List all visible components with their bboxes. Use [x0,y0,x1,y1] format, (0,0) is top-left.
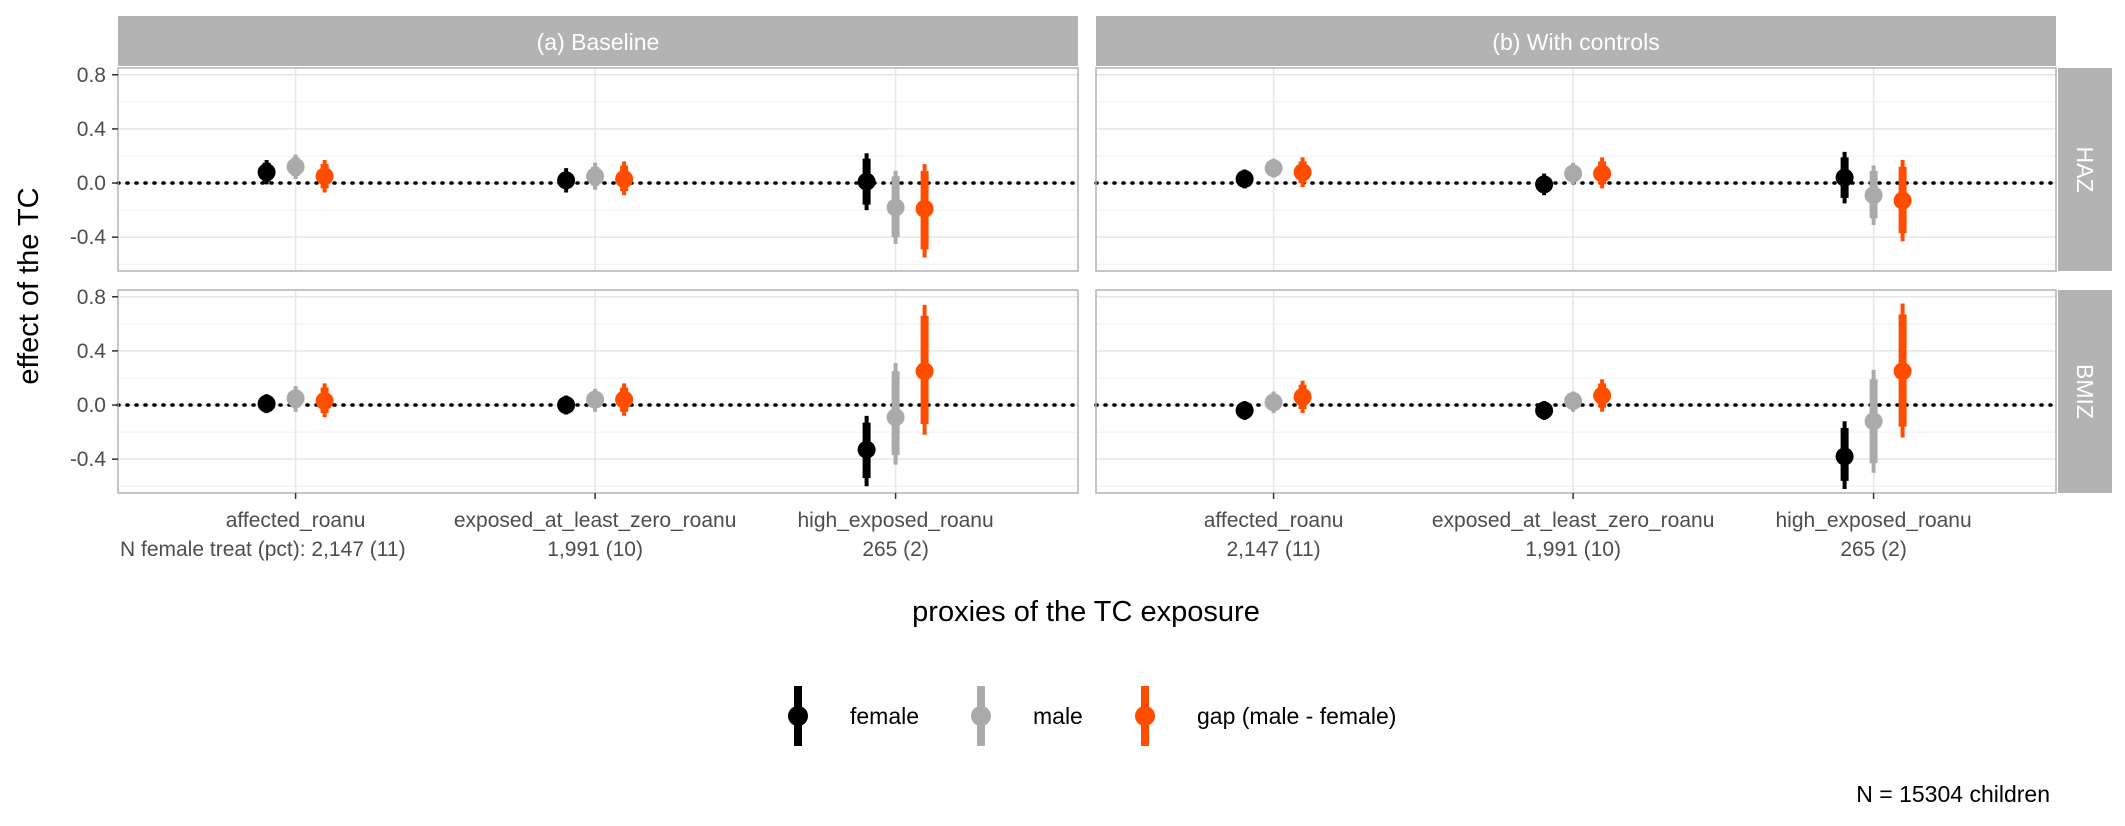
n-treat-label: 265 (2) [862,538,929,561]
point-estimate [915,199,934,218]
panel-border [117,67,1079,272]
point-estimate [1835,168,1854,187]
point-estimate [1564,164,1583,183]
point-estimate [915,362,934,381]
y-axis-title: effect of the TC [13,187,45,384]
x-tick-label: affected_roanu [226,509,366,532]
facet-strip-top [118,16,1078,66]
point-estimate [857,440,876,459]
y-tick-label: 0.4 [77,340,107,363]
caption: N = 15304 children [1856,781,2050,807]
point-estimate [257,163,276,182]
panel-background [1096,290,2056,493]
facet-strip-label: (b) With controls [1492,29,1659,55]
legend-item: female [788,686,919,746]
y-tick-label: -0.4 [70,226,107,249]
point-estimate [1235,169,1254,188]
point-estimate [586,167,605,186]
point-estimate [286,389,305,408]
n-treat-label: 265 (2) [1840,538,1907,561]
panel-border [1095,67,2057,272]
marks-layer [257,151,1912,489]
axes-layer: 0.8 0.4 0.0 -0.4 0.8 0.4 0.0 -0.4 affected_roanu… [70,64,1972,561]
point-estimate [1235,401,1254,420]
point-estimate [1535,401,1554,420]
point-estimate [286,157,305,176]
facet-strip-right [2058,68,2112,271]
point-estimate [315,167,334,186]
point-estimate [1864,412,1883,431]
point-estimate [1293,387,1312,406]
point-estimate [1264,159,1283,178]
point-estimate [615,390,634,409]
facet-strip-label: HAZ [2072,147,2098,193]
point-estimate [1593,164,1612,183]
facet-strip-label: (a) Baseline [537,29,660,55]
point-estimate [1593,386,1612,405]
panel-border [117,289,1079,494]
point-estimate [1893,362,1912,381]
legend-key-point [971,706,991,726]
point-estimate [1864,186,1883,205]
point-estimate [1535,175,1554,194]
x-tick-label: high_exposed_roanu [1776,509,1972,532]
facet-strip-label: BMIZ [2072,364,2098,419]
y-tick-label: 0.8 [77,286,106,309]
point-estimate [1835,447,1854,466]
x-tick-label: exposed_at_least_zero_roanu [454,509,737,532]
legend-item: male [971,686,1083,746]
y-tick-label: -0.4 [70,448,107,471]
legend: female male gap (male - female) [788,686,1396,746]
point-estimate [557,396,576,415]
point-estimate [886,198,905,217]
point-estimate [857,172,876,191]
legend-key-point [1135,706,1155,726]
point-estimate [315,391,334,410]
point-estimate [257,394,276,413]
point-estimate [1564,391,1583,410]
point-estimate [1264,393,1283,412]
y-tick-label: 0.8 [77,64,106,87]
x-tick-label: exposed_at_least_zero_roanu [1432,509,1715,532]
x-tick-label: affected_roanu [1204,509,1344,532]
legend-item: gap (male - female) [1135,686,1396,746]
facet-strip-top [1096,16,2056,66]
x-tick-label: high_exposed_roanu [798,509,994,532]
y-tick-label: 0.4 [77,118,107,141]
point-estimate [1893,191,1912,210]
legend-key-point [788,706,808,726]
point-estimate [557,171,576,190]
point-estimate [886,408,905,427]
y-tick-label: 0.0 [77,394,106,417]
n-treat-label: 1,991 (10) [547,538,643,561]
point-estimate [615,169,634,188]
n-treat-label: 1,991 (10) [1525,538,1621,561]
panel-border [1095,289,2057,494]
n-treat-label: N female treat (pct): 2,147 (11) [120,538,406,561]
legend-label: gap (male - female) [1197,703,1396,729]
strips-layer: (a) Baseline (b) With controls HAZ BMIZ [118,16,2112,493]
y-tick-label: 0.0 [77,172,106,195]
point-estimate [586,390,605,409]
n-treat-label: 2,147 (11) [1227,538,1321,561]
legend-label: male [1033,703,1083,729]
x-axis-title: proxies of the TC exposure [912,596,1260,628]
point-estimate [1293,163,1312,182]
legend-label: female [850,703,919,729]
facet-strip-right [2058,290,2112,493]
